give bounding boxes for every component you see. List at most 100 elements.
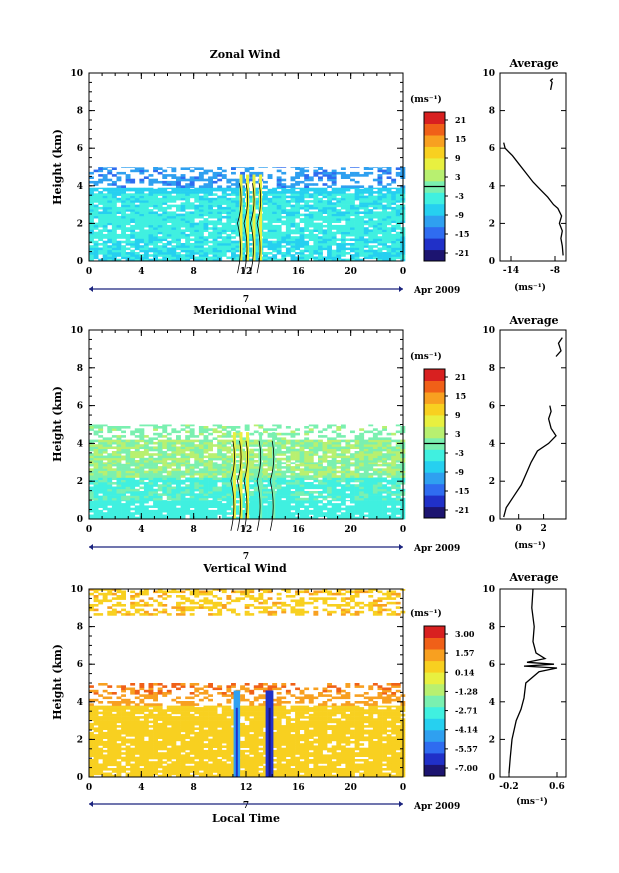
heatmap-cell (290, 466, 296, 469)
heatmap-cell (153, 218, 158, 221)
heatmap-cell (143, 238, 149, 241)
heatmap-cell (153, 426, 158, 429)
heatmap-cell (295, 453, 300, 456)
heatmap-cell (363, 187, 369, 190)
heatmap-cell (395, 512, 401, 515)
heatmap-cell (139, 218, 145, 221)
heatmap-cell (354, 441, 360, 445)
heatmap-cell (125, 426, 131, 429)
heatmap-cell (290, 178, 296, 182)
heatmap-cell (157, 206, 163, 210)
heatmap-cell (111, 486, 117, 490)
heatmap-cell (143, 195, 149, 199)
heatmap-cell (327, 220, 332, 223)
heatmap-cell (363, 453, 369, 456)
heatmap-cell (189, 468, 195, 471)
heatmap-cell (340, 466, 346, 469)
heatmap-cell (208, 231, 213, 235)
heatmap-cell (198, 256, 204, 260)
heatmap-cell (98, 197, 104, 201)
heatmap-cell (386, 218, 392, 221)
heatmap-cell (318, 448, 323, 452)
x-tick-label: 12 (240, 525, 253, 535)
heatmap-cell (327, 503, 332, 506)
heatmap-cell (180, 470, 186, 474)
heatmap-cell (157, 240, 163, 244)
heatmap-cell (345, 444, 351, 447)
heatmap-cell (231, 193, 236, 196)
heatmap-cell (171, 195, 177, 199)
heatmap-cell (285, 254, 291, 257)
heatmap-cell (308, 439, 314, 443)
heatmap-cell (111, 509, 117, 513)
heatmap-cell (249, 512, 255, 515)
heatmap-cell (98, 169, 104, 173)
heatmap-cell (331, 484, 337, 487)
heatmap-cell (212, 495, 218, 499)
heatmap-cell (134, 493, 140, 496)
heatmap-cell (354, 209, 360, 212)
heatmap-cell (176, 193, 181, 196)
heatmap-cell (166, 224, 172, 228)
heatmap-cell (377, 167, 383, 170)
heatmap-cell (285, 491, 291, 494)
heatmap-cell (217, 218, 223, 221)
heatmap-cell (121, 472, 126, 476)
heatmap-cell (89, 222, 94, 226)
heatmap-cell (93, 472, 99, 476)
heatmap-cell (276, 213, 282, 217)
heatmap-cell (322, 446, 328, 449)
heatmap-cell (267, 204, 273, 208)
heatmap-cell (130, 211, 136, 214)
heatmap-cell (198, 500, 204, 502)
heatmap-cell (180, 233, 186, 237)
zonal-average-xlabel: (ms⁻¹) (514, 282, 546, 293)
heatmap-cell (107, 460, 113, 463)
heatmap-cell (194, 507, 200, 511)
heatmap-cell (368, 468, 374, 471)
heatmap-cell (157, 191, 163, 194)
heatmap-cell (395, 448, 401, 452)
heatmap-cell (221, 439, 227, 443)
heatmap-cell (308, 254, 314, 257)
heatmap-cell (93, 475, 99, 478)
heatmap-cell (304, 200, 310, 203)
heatmap-cell (295, 477, 300, 480)
heatmap-cell (267, 514, 273, 518)
heatmap-cell (327, 439, 332, 443)
heatmap-cell (327, 477, 332, 480)
heatmap-cell (107, 512, 113, 515)
heatmap-cell (336, 444, 342, 447)
heatmap-cell (267, 477, 273, 480)
heatmap-cell (308, 500, 314, 502)
heatmap-cell (377, 174, 383, 177)
heatmap-cell (272, 204, 278, 208)
heatmap-cell (93, 448, 99, 452)
heatmap-cell (226, 229, 232, 232)
heatmap-cell (331, 191, 337, 194)
heatmap-cell (322, 472, 328, 476)
heatmap-cell (331, 171, 337, 175)
heatmap-cell (304, 249, 310, 253)
heatmap-cell (272, 240, 278, 244)
heatmap-cell (171, 479, 177, 483)
heatmap-cell (391, 195, 397, 199)
heatmap-cell (318, 224, 323, 228)
heatmap-cell (176, 243, 181, 246)
heatmap-cell (354, 497, 360, 501)
heatmap-cell (189, 497, 195, 501)
heatmap-cell (185, 500, 191, 504)
heatmap-cell (93, 503, 99, 506)
heatmap-cell (299, 254, 305, 257)
heatmap-cell (345, 482, 351, 485)
y-tick-label: 2 (77, 477, 83, 487)
heatmap-cell (372, 482, 378, 485)
heatmap-cell (391, 178, 397, 182)
heatmap-cell (93, 466, 99, 469)
heatmap-cell (327, 176, 332, 179)
heatmap-cell (130, 256, 136, 260)
heatmap-cell (336, 484, 342, 487)
heatmap-cell (221, 486, 227, 490)
heatmap-cell (189, 222, 195, 226)
heatmap-cell (285, 229, 291, 232)
